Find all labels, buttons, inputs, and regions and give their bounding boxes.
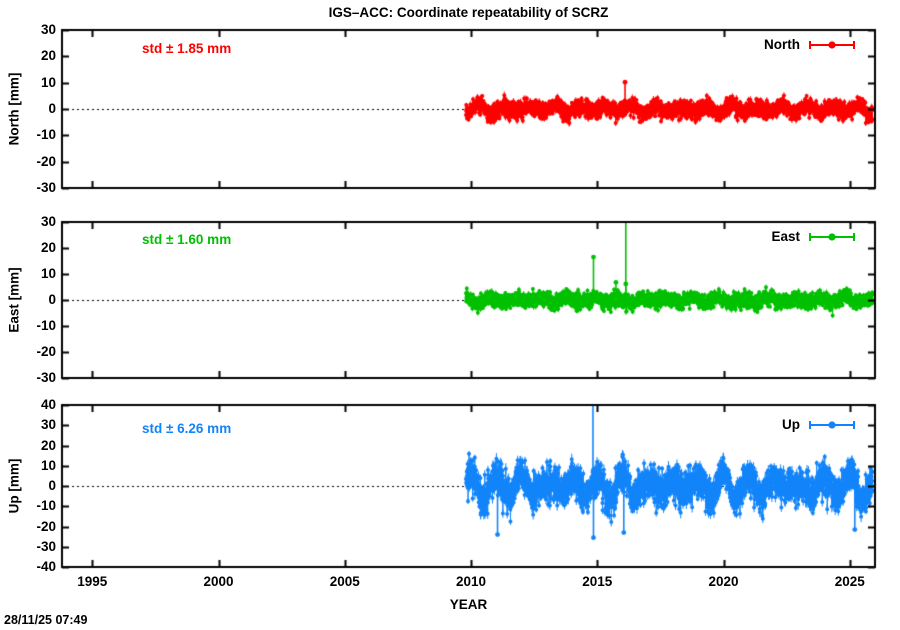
x-axis-title: YEAR xyxy=(449,597,488,612)
x-tick-label: 2015 xyxy=(582,574,613,589)
up-y-tick-label: 40 xyxy=(40,397,56,412)
north-y-tick-label: -20 xyxy=(36,153,56,169)
east-legend-sample-icon xyxy=(809,233,855,241)
north-y-tick-label: 20 xyxy=(40,48,56,64)
north-y-tick-label: -10 xyxy=(36,127,56,143)
north-y-tick-label: 0 xyxy=(48,101,56,116)
up-legend-sample-icon xyxy=(809,421,855,429)
north-legend-sample-icon xyxy=(809,41,855,49)
east-std-label: std ± 1.60 mm xyxy=(142,232,232,247)
up-y-tick-label: -10 xyxy=(36,498,56,514)
east-y-tick-label: -20 xyxy=(36,344,56,359)
up-y-tick-label: 30 xyxy=(40,417,56,433)
plot-timestamp: 28/11/25 07:49 xyxy=(4,613,88,627)
up-y-tick-label: 10 xyxy=(40,457,56,473)
up-legend-label: Up xyxy=(782,417,800,432)
x-tick-label: 2000 xyxy=(203,574,234,589)
up-y-tick-label: 0 xyxy=(48,478,56,493)
x-tick-label: 2010 xyxy=(455,574,487,589)
east-y-tick-label: -10 xyxy=(36,318,56,333)
up-y-tick-label: 20 xyxy=(40,437,56,453)
x-tick-label: 2005 xyxy=(329,574,360,589)
north-std-label: std ± 1.85 mm xyxy=(142,41,232,56)
east-y-tick-label: 0 xyxy=(48,292,56,307)
north-y-tick-label: 10 xyxy=(40,74,56,90)
east-y-tick-label: 20 xyxy=(40,240,56,255)
up-y-tick-label: -40 xyxy=(36,559,56,574)
north-y-tick-label: 30 xyxy=(40,22,56,37)
north-legend-label: North xyxy=(764,37,800,52)
up-y-tick-label: -30 xyxy=(36,538,56,554)
east-y-tick-label: -30 xyxy=(36,370,56,385)
up-std-label: std ± 6.26 mm xyxy=(142,421,232,436)
chart-title: IGS–ACC: Coordinate repeatability of SCR… xyxy=(328,5,609,20)
north-y-tick-label: -30 xyxy=(36,180,56,195)
x-tick-label: 2025 xyxy=(834,574,865,589)
up-y-tick-label: -20 xyxy=(36,518,56,534)
x-tick-label: 2020 xyxy=(708,574,739,589)
east-legend-label: East xyxy=(771,229,800,244)
east-y-tick-label: 30 xyxy=(40,214,56,229)
x-tick-label: 1995 xyxy=(77,574,108,589)
east-y-tick-label: 10 xyxy=(40,266,56,281)
